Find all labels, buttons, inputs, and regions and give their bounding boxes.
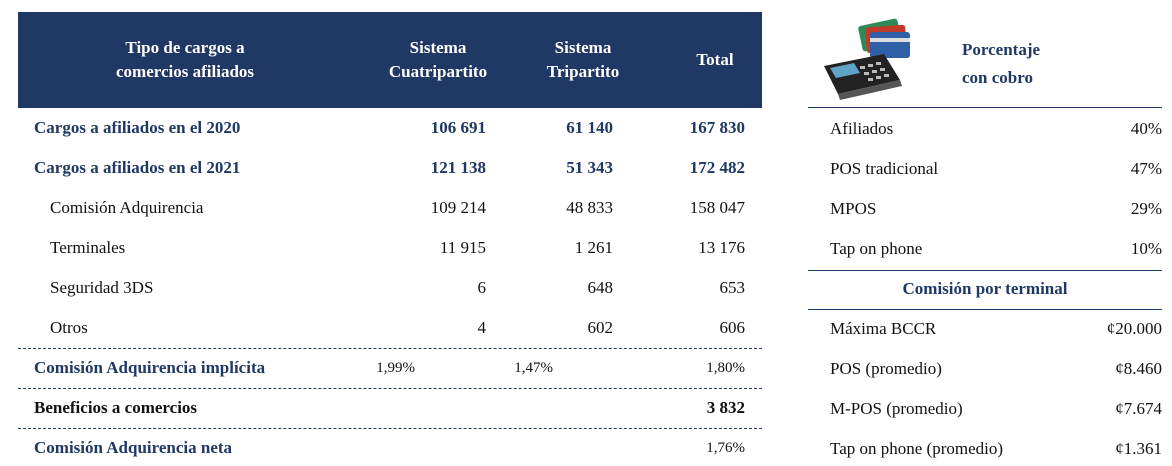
- header-line: comercios afiliados: [60, 60, 310, 84]
- row-label: Cargos a afiliados en el 2021: [34, 158, 240, 178]
- cell-value: 1,80%: [615, 358, 745, 378]
- row-label: Beneficios a comercios: [34, 398, 197, 418]
- fee-value: ¢7.674: [1032, 399, 1162, 419]
- side-title-line: Porcentaje: [962, 36, 1040, 64]
- cell-value: 121 138: [356, 158, 486, 178]
- header-line: Total: [675, 48, 755, 72]
- fee-value: ¢20.000: [1032, 319, 1162, 339]
- cell-value: 6: [356, 278, 486, 298]
- fee-label: POS (promedio): [830, 359, 942, 379]
- separator: [808, 309, 1162, 310]
- side-value: 47%: [1032, 159, 1162, 179]
- cell-value: 61 140: [483, 118, 613, 138]
- cell-value: 653: [615, 278, 745, 298]
- header-line: Tripartito: [523, 60, 643, 84]
- side-value: 40%: [1032, 119, 1162, 139]
- pos-terminal-icon: [820, 14, 912, 100]
- separator: [808, 270, 1162, 271]
- cell-value: 109 214: [356, 198, 486, 218]
- cell-value: 158 047: [615, 198, 745, 218]
- terminal-title: Comisión por terminal: [808, 279, 1162, 299]
- side-label: Tap on phone: [830, 239, 922, 259]
- header-line: Cuatripartito: [378, 60, 498, 84]
- fee-label: Máxima BCCR: [830, 319, 936, 339]
- cell-value: 1,99%: [285, 358, 415, 378]
- header-line: Sistema: [523, 36, 643, 60]
- cell-value: 3 832: [615, 398, 745, 418]
- side-title-line: con cobro: [962, 64, 1040, 92]
- header-line: Sistema: [378, 36, 498, 60]
- side-value: 29%: [1032, 199, 1162, 219]
- separator: [808, 107, 1162, 108]
- fee-value: ¢1.361: [1032, 439, 1162, 459]
- row-label: Comisión Adquirencia neta: [34, 438, 232, 458]
- side-label: POS tradicional: [830, 159, 938, 179]
- side-label: MPOS: [830, 199, 876, 219]
- cell-value: 4: [356, 318, 486, 338]
- fee-label: M-POS (promedio): [830, 399, 963, 419]
- row-label: Comisión Adquirencia: [50, 198, 203, 218]
- fee-label: Tap on phone (promedio): [830, 439, 1003, 459]
- cell-value: 167 830: [615, 118, 745, 138]
- row-label: Seguridad 3DS: [50, 278, 153, 298]
- cell-value: 1 261: [483, 238, 613, 258]
- dashed-separator: [18, 388, 762, 389]
- row-label: Terminales: [50, 238, 125, 258]
- row-label: Comisión Adquirencia implícita: [34, 358, 265, 378]
- header-cell: Total: [675, 48, 755, 72]
- dashed-separator: [18, 428, 762, 429]
- header-line: Tipo de cargos a: [60, 36, 310, 60]
- row-label: Cargos a afiliados en el 2020: [34, 118, 240, 138]
- cell-value: 48 833: [483, 198, 613, 218]
- cell-value: 606: [615, 318, 745, 338]
- dashed-separator: [18, 348, 762, 349]
- cell-value: 106 691: [356, 118, 486, 138]
- page: Tipo de cargos acomercios afiliados Sist…: [0, 0, 1172, 466]
- side-value: 10%: [1032, 239, 1162, 259]
- row-label: Otros: [50, 318, 88, 338]
- cell-value: 648: [483, 278, 613, 298]
- cell-value: 602: [483, 318, 613, 338]
- cell-value: 11 915: [356, 238, 486, 258]
- side-label: Afiliados: [830, 119, 893, 139]
- fee-value: ¢8.460: [1032, 359, 1162, 379]
- cell-value: 1,47%: [423, 358, 553, 378]
- cell-value: 13 176: [615, 238, 745, 258]
- cell-value: 51 343: [483, 158, 613, 178]
- cell-value: 1,76%: [615, 438, 745, 458]
- cell-value: 172 482: [615, 158, 745, 178]
